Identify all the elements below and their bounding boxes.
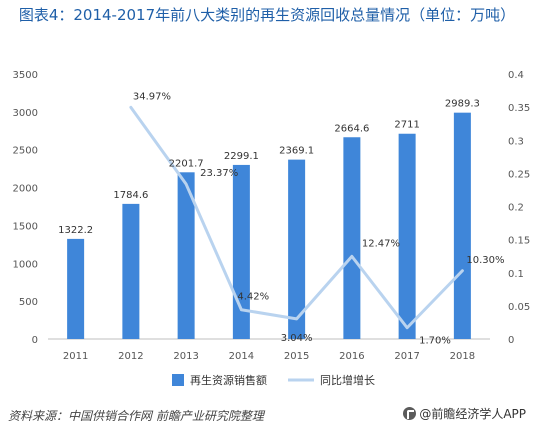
y-left-tick-label: 3000 [13, 108, 38, 119]
growth-value-label: 12.47% [362, 238, 400, 249]
y-right-tick-label: 0.05 [508, 302, 530, 313]
bar [288, 159, 306, 339]
y-right-tick-label: 0.1 [508, 269, 524, 280]
y-right-tick-label: 0.3 [508, 136, 524, 147]
bar [398, 133, 416, 339]
y-left-tick-label: 3500 [13, 70, 38, 81]
line-series [129, 105, 464, 330]
bar-value-label: 2201.7 [169, 158, 204, 169]
x-tick-label: 2017 [394, 351, 419, 362]
bar-value-label: 2369.1 [279, 146, 314, 157]
x-tick-label: 2015 [284, 351, 309, 362]
legend: 再生资源销售额 同比增增长 [172, 373, 375, 387]
bar-value-label: 1784.6 [113, 190, 148, 201]
y-right-tick-label: 0.2 [508, 203, 524, 214]
brand: @前瞻经济学人APP [403, 405, 526, 422]
source-note: 资料来源：中国供销合作网 前瞻产业研究院整理 [8, 409, 264, 423]
growth-value-label: 23.37% [200, 168, 238, 179]
chart-title: 图表4：2014-2017年前八大类别的再生资源回收总量情况（单位：万吨） [18, 6, 516, 24]
legend-bar-swatch [172, 374, 184, 386]
y-right-tick-label: 0 [508, 335, 514, 346]
growth-value-label: 34.97% [133, 91, 171, 102]
data-labels: 1322.2 1784.6 2201.7 2299.1 2369.1 2664.6 2711… [58, 91, 504, 346]
x-tick-label: 2012 [118, 351, 143, 362]
bar [343, 137, 361, 339]
y-left-tick-label: 500 [19, 297, 38, 308]
bar [67, 238, 85, 339]
x-tick-label: 2014 [229, 351, 254, 362]
bar-value-label: 2989.3 [445, 99, 480, 110]
brand-logo-icon [403, 407, 417, 420]
bar-series [67, 112, 471, 339]
y-left-tick-label: 1500 [13, 221, 38, 232]
y-left-tick-label: 0 [32, 335, 38, 346]
brand-text: @前瞻经济学人APP [419, 407, 526, 421]
y-right-tick-label: 0.4 [508, 70, 524, 81]
y-left-tick-label: 2000 [13, 184, 38, 195]
x-tick-label: 2016 [339, 351, 364, 362]
bar [453, 112, 471, 339]
legend-line-label: 同比增增长 [320, 373, 375, 387]
growth-line [129, 105, 464, 330]
legend-bar-label: 再生资源销售额 [190, 373, 267, 387]
growth-value-label: 10.30% [466, 255, 504, 266]
growth-value-label: 1.70% [419, 336, 451, 347]
bar-value-label: 2711 [394, 120, 419, 131]
y-right-tick-label: 0.15 [508, 236, 530, 247]
growth-value-label: 4.42% [237, 292, 269, 303]
y-left-tick-label: 1000 [13, 259, 38, 270]
x-tick-label: 2013 [173, 351, 198, 362]
bar [232, 164, 250, 339]
bar-value-label: 1322.2 [58, 225, 93, 236]
x-tick-label: 2018 [450, 351, 475, 362]
bar [177, 172, 195, 339]
y-right-tick-label: 0.35 [508, 103, 530, 114]
growth-value-label: 3.04% [281, 333, 313, 344]
x-tick-label: 2011 [63, 351, 88, 362]
bar-value-label: 2664.6 [334, 123, 369, 134]
y-right-tick-label: 0.25 [508, 169, 530, 180]
y-left-tick-label: 2500 [13, 146, 38, 157]
bar-value-label: 2299.1 [224, 151, 259, 162]
chart-axes: 0 500 1000 1500 2000 2500 3000 3500 0 0.05 0.1 0.15… [13, 70, 531, 362]
bar [122, 203, 140, 339]
